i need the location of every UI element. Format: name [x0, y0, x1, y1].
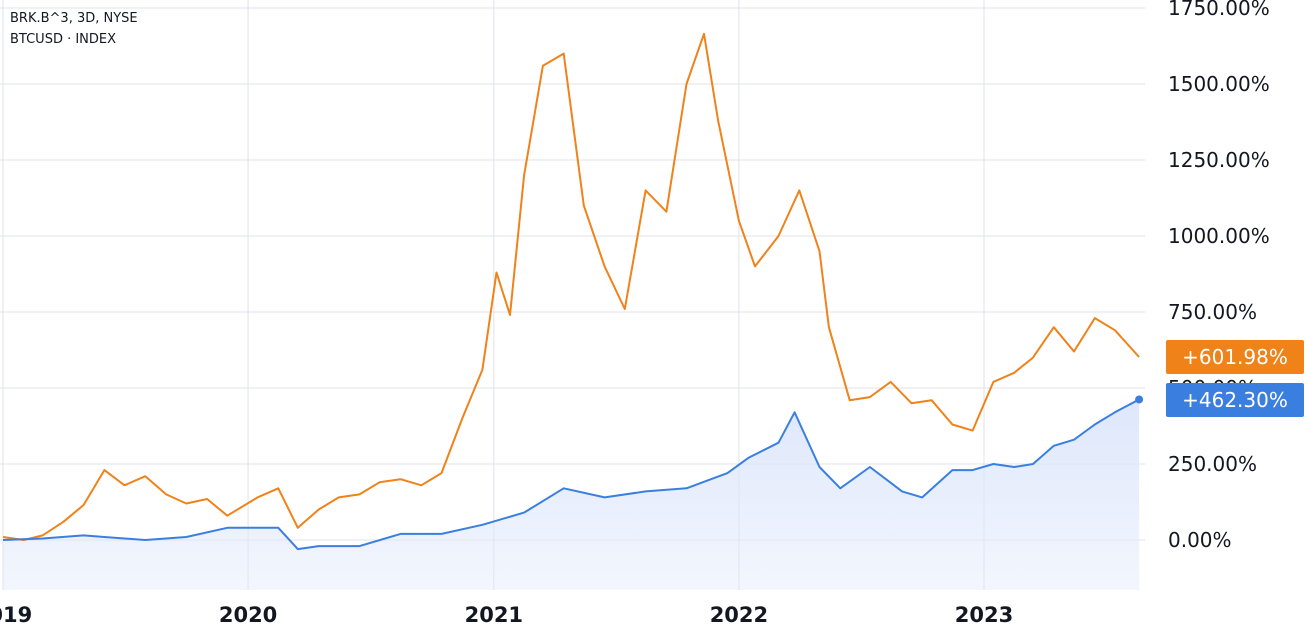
y-tick-label: 250.00% [1168, 452, 1257, 476]
x-tick-label: 2019 [0, 603, 32, 627]
series-line-btcusd [2, 32, 1140, 541]
chart-legend: BRK.B^3, 3D, NYSE BTCUSD · INDEX [10, 8, 138, 50]
y-tick-label: 1250.00% [1168, 148, 1270, 172]
x-tick-label: 2021 [465, 603, 523, 627]
legend-series-btc: BTCUSD · INDEX [10, 32, 117, 47]
brk-area-fill [3, 399, 1140, 590]
series-line-brk [2, 398, 1140, 551]
y-tick-label: 1000.00% [1168, 224, 1270, 248]
x-tick-label: 2023 [955, 603, 1013, 627]
x-tick-label: 2022 [710, 603, 768, 627]
legend-series-brk: BRK.B^3, 3D, NYSE [10, 11, 138, 26]
y-tick-label: 1750.00% [1168, 0, 1270, 20]
y-tick-label: 750.00% [1168, 300, 1257, 324]
brk-last-point [1135, 395, 1144, 404]
btc-last-value-badge-text: +601.98% [1182, 345, 1288, 369]
y-tick-label: 1500.00% [1168, 72, 1270, 96]
brk-last-value-badge-bg [1166, 383, 1304, 417]
brk-last-value-badge-text: +462.30% [1182, 388, 1288, 412]
x-tick-label: 2020 [219, 603, 277, 627]
y-tick-label: 0.00% [1168, 528, 1232, 552]
btc-last-value-badge-bg [1166, 340, 1304, 374]
